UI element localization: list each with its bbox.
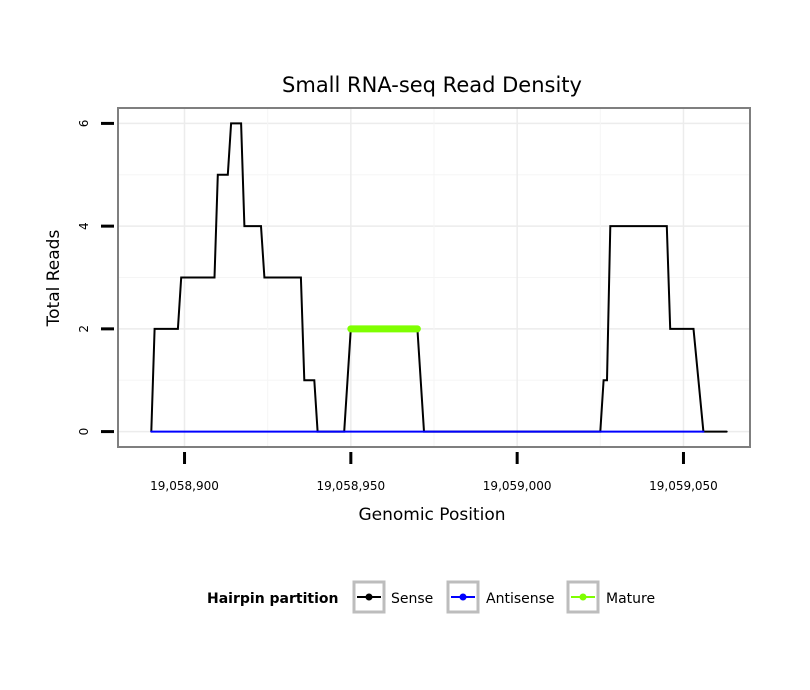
y-tick-label: 4 bbox=[77, 222, 91, 230]
legend-dot-antisense bbox=[459, 593, 467, 601]
chart-title: Small RNA-seq Read Density bbox=[282, 73, 582, 97]
legend-item-mature: Mature bbox=[566, 580, 655, 614]
x-tick-label: 19,059,000 bbox=[483, 479, 552, 493]
legend-label-sense: Sense bbox=[391, 591, 433, 607]
x-axis: 19,058,900 19,058,950 19,059,000 19,059,050 bbox=[150, 452, 718, 493]
x-tick-label: 19,058,900 bbox=[150, 479, 219, 493]
series-line-sense bbox=[150, 122, 728, 433]
y-tick-label: 0 bbox=[77, 428, 91, 436]
plot-panel-border bbox=[117, 107, 751, 448]
y-tick-label: 6 bbox=[77, 120, 91, 128]
x-axis-title: Genomic Position bbox=[358, 505, 505, 525]
legend-label-antisense: Antisense bbox=[486, 591, 555, 607]
legend-dot-mature bbox=[579, 593, 587, 601]
legend-item-antisense: Antisense bbox=[446, 580, 555, 614]
legend: Hairpin partition Sense Antisense Mature bbox=[207, 580, 655, 614]
legend-dot-sense bbox=[365, 593, 373, 601]
x-tick-label: 19,058,950 bbox=[316, 479, 385, 493]
y-axis: 0 2 4 6 bbox=[77, 120, 114, 436]
legend-item-sense: Sense bbox=[352, 580, 433, 614]
legend-title: Hairpin partition bbox=[207, 591, 338, 607]
y-tick-label: 2 bbox=[77, 325, 91, 333]
x-tick-label: 19,059,050 bbox=[649, 479, 718, 493]
legend-label-mature: Mature bbox=[606, 591, 655, 607]
series-layer bbox=[150, 122, 728, 433]
y-axis-title: Total Reads bbox=[44, 230, 64, 328]
